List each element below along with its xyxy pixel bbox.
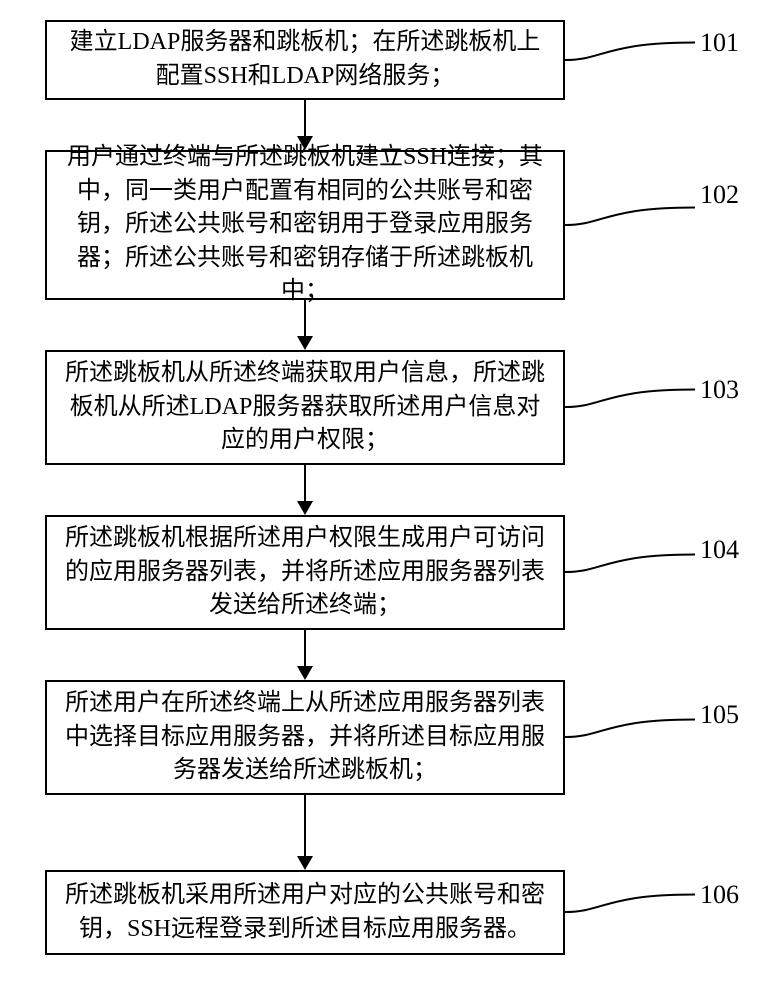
arrow-head: [297, 666, 313, 680]
flowchart-step: 所述跳板机根据所述用户权限生成用户可访问的应用服务器列表，并将所述应用服务器列表…: [45, 515, 565, 630]
step-label: 104: [700, 535, 739, 565]
flowchart-step: 所述跳板机采用所述用户对应的公共账号和密钥，SSH远程登录到所述目标应用服务器。: [45, 870, 565, 955]
brace-connector: [565, 547, 695, 597]
step-text: 用户通过终端与所述跳板机建立SSH连接；其中，同一类用户配置有相同的公共账号和密…: [63, 141, 547, 309]
brace-connector: [565, 382, 695, 432]
brace-connector: [565, 35, 695, 85]
step-text: 所述跳板机从所述终端获取用户信息，所述跳板机从所述LDAP服务器获取所述用户信息…: [63, 357, 547, 458]
arrow-head: [297, 501, 313, 515]
brace-connector: [565, 712, 695, 762]
step-text: 所述用户在所述终端上从所述应用服务器列表中选择目标应用服务器，并将所述目标应用服…: [63, 687, 547, 788]
flowchart-step: 所述用户在所述终端上从所述应用服务器列表中选择目标应用服务器，并将所述目标应用服…: [45, 680, 565, 795]
arrow-line: [304, 795, 306, 856]
arrow-head: [297, 336, 313, 350]
arrow-line: [304, 630, 306, 666]
step-label: 101: [700, 28, 739, 58]
arrow-head: [297, 856, 313, 870]
arrow-head: [297, 136, 313, 150]
step-label: 106: [700, 880, 739, 910]
flowchart-step: 所述跳板机从所述终端获取用户信息，所述跳板机从所述LDAP服务器获取所述用户信息…: [45, 350, 565, 465]
step-text: 所述跳板机根据所述用户权限生成用户可访问的应用服务器列表，并将所述应用服务器列表…: [63, 522, 547, 623]
step-text: 所述跳板机采用所述用户对应的公共账号和密钥，SSH远程登录到所述目标应用服务器。: [63, 879, 547, 946]
brace-connector: [565, 887, 695, 937]
arrow-line: [304, 100, 306, 136]
step-label: 105: [700, 700, 739, 730]
step-label: 102: [700, 180, 739, 210]
step-label: 103: [700, 375, 739, 405]
arrow-line: [304, 465, 306, 501]
brace-connector: [565, 200, 695, 250]
flowchart-step: 建立LDAP服务器和跳板机；在所述跳板机上配置SSH和LDAP网络服务；: [45, 20, 565, 100]
step-text: 建立LDAP服务器和跳板机；在所述跳板机上配置SSH和LDAP网络服务；: [63, 26, 547, 93]
flowchart-step: 用户通过终端与所述跳板机建立SSH连接；其中，同一类用户配置有相同的公共账号和密…: [45, 150, 565, 300]
arrow-line: [304, 300, 306, 336]
